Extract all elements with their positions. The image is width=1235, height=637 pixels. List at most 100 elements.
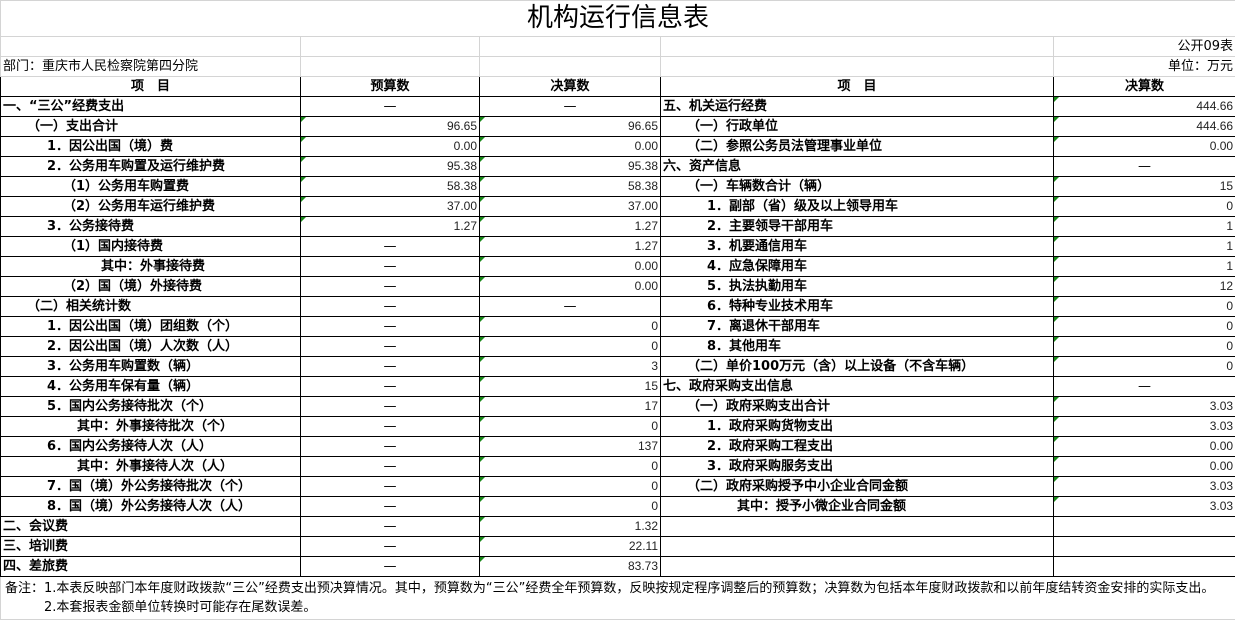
empty-cell[interactable] xyxy=(660,556,1054,577)
item-label[interactable]: 二、会议费 xyxy=(0,516,301,537)
final-value[interactable]: 3 xyxy=(479,356,661,377)
final-value[interactable]: 0 xyxy=(479,476,661,497)
empty-cell[interactable] xyxy=(1052,516,1235,537)
budget-value[interactable]: — xyxy=(300,336,480,357)
item-label[interactable]: 其中：外事接待批次（个） xyxy=(0,416,301,437)
final-value[interactable]: 96.65 xyxy=(479,116,661,137)
final-value-right[interactable]: 3.03 xyxy=(1052,416,1235,437)
item-label-right[interactable]: （二）单价100万元（含）以上设备（不含车辆） xyxy=(660,356,1054,377)
item-label-right[interactable]: 3．政府采购服务支出 xyxy=(660,456,1054,477)
item-label[interactable]: 1．因公出国（境）团组数（个） xyxy=(0,316,301,337)
empty-cell[interactable] xyxy=(1052,556,1235,577)
final-value-right[interactable]: 1 xyxy=(1052,216,1235,237)
final-value-right[interactable]: 12 xyxy=(1052,276,1235,297)
budget-value[interactable]: — xyxy=(300,496,480,517)
item-label[interactable]: （1）公务用车购置费 xyxy=(0,176,301,197)
final-value[interactable]: — xyxy=(479,296,661,317)
item-label[interactable]: 6．国内公务接待人次（人） xyxy=(0,436,301,457)
budget-value[interactable]: 95.38 xyxy=(300,156,480,177)
budget-value[interactable]: 1.27 xyxy=(300,216,480,237)
budget-value[interactable]: — xyxy=(300,296,480,317)
final-value-right[interactable]: 0 xyxy=(1052,196,1235,217)
item-label-right[interactable]: （一）行政单位 xyxy=(660,116,1054,137)
budget-value[interactable]: 0.00 xyxy=(300,136,480,157)
item-label[interactable]: 其中：外事接待人次（人） xyxy=(0,456,301,477)
final-value[interactable]: 0 xyxy=(479,316,661,337)
final-value-right[interactable]: 0 xyxy=(1052,296,1235,317)
item-label-right[interactable]: 1．政府采购货物支出 xyxy=(660,416,1054,437)
item-label[interactable]: 2．因公出国（境）人次数（人） xyxy=(0,336,301,357)
final-value[interactable]: 137 xyxy=(479,436,661,457)
final-value-right[interactable]: 0.00 xyxy=(1052,436,1235,457)
final-value-right[interactable]: 0 xyxy=(1052,336,1235,357)
budget-value[interactable]: — xyxy=(300,396,480,417)
final-value[interactable]: 83.73 xyxy=(479,556,661,577)
budget-value[interactable]: — xyxy=(300,276,480,297)
budget-value[interactable]: 96.65 xyxy=(300,116,480,137)
empty-cell[interactable] xyxy=(660,536,1054,557)
item-label-right[interactable]: 7．离退休干部用车 xyxy=(660,316,1054,337)
item-label[interactable]: 2．公务用车购置及运行维护费 xyxy=(0,156,301,177)
budget-value[interactable]: — xyxy=(300,96,480,117)
final-value[interactable]: — xyxy=(479,96,661,117)
item-label-right[interactable]: 其中：授予小微企业合同金额 xyxy=(660,496,1054,517)
item-label-right[interactable]: （一）政府采购支出合计 xyxy=(660,396,1054,417)
item-label[interactable]: 一、“三公”经费支出 xyxy=(0,96,301,117)
final-value[interactable]: 0 xyxy=(479,416,661,437)
item-label-right[interactable]: （二）参照公务员法管理事业单位 xyxy=(660,136,1054,157)
final-value-right[interactable]: 0 xyxy=(1052,316,1235,337)
final-value-right[interactable]: 15 xyxy=(1052,176,1235,197)
budget-value[interactable]: — xyxy=(300,256,480,277)
budget-value[interactable]: — xyxy=(300,356,480,377)
item-label[interactable]: 其中：外事接待费 xyxy=(0,256,301,277)
item-label-right[interactable]: 七、政府采购支出信息 xyxy=(660,376,1054,397)
item-label-right[interactable]: 2．政府采购工程支出 xyxy=(660,436,1054,457)
final-value-right[interactable]: 1 xyxy=(1052,236,1235,257)
final-value-right[interactable]: 3.03 xyxy=(1052,496,1235,517)
final-value[interactable]: 0 xyxy=(479,336,661,357)
item-label-right[interactable]: （一）车辆数合计（辆） xyxy=(660,176,1054,197)
budget-value[interactable]: 37.00 xyxy=(300,196,480,217)
empty-cell[interactable] xyxy=(660,516,1054,537)
item-label[interactable]: （2）公务用车运行维护费 xyxy=(0,196,301,217)
item-label-right[interactable]: （二）政府采购授予中小企业合同金额 xyxy=(660,476,1054,497)
item-label-right[interactable]: 5．执法执勤用车 xyxy=(660,276,1054,297)
item-label-right[interactable]: 4．应急保障用车 xyxy=(660,256,1054,277)
final-value-right[interactable]: 1 xyxy=(1052,256,1235,277)
item-label[interactable]: 8．国（境）外公务接待人次（人） xyxy=(0,496,301,517)
item-label[interactable]: （1）国内接待费 xyxy=(0,236,301,257)
item-label[interactable]: （一）支出合计 xyxy=(0,116,301,137)
item-label[interactable]: 5．国内公务接待批次（个） xyxy=(0,396,301,417)
item-label-right[interactable]: 6．特种专业技术用车 xyxy=(660,296,1054,317)
item-label-right[interactable]: 2．主要领导干部用车 xyxy=(660,216,1054,237)
budget-value[interactable]: — xyxy=(300,536,480,557)
final-value[interactable]: 0.00 xyxy=(479,276,661,297)
final-value[interactable]: 1.27 xyxy=(479,216,661,237)
item-label[interactable]: （二）相关统计数 xyxy=(0,296,301,317)
final-value-right[interactable]: 3.03 xyxy=(1052,476,1235,497)
item-label[interactable]: 1．因公出国（境）费 xyxy=(0,136,301,157)
item-label-right[interactable]: 3．机要通信用车 xyxy=(660,236,1054,257)
item-label[interactable]: 7．国（境）外公务接待批次（个） xyxy=(0,476,301,497)
final-value[interactable]: 0 xyxy=(479,496,661,517)
budget-value[interactable]: — xyxy=(300,316,480,337)
item-label[interactable]: （2）国（境）外接待费 xyxy=(0,276,301,297)
final-value-right[interactable]: 3.03 xyxy=(1052,396,1235,417)
item-label[interactable]: 3．公务接待费 xyxy=(0,216,301,237)
item-label[interactable]: 三、培训费 xyxy=(0,536,301,557)
final-value[interactable]: 1.27 xyxy=(479,236,661,257)
final-value-right[interactable]: — xyxy=(1052,376,1235,397)
item-label-right[interactable]: 五、机关运行经费 xyxy=(660,96,1054,117)
final-value-right[interactable]: 0 xyxy=(1052,356,1235,377)
final-value[interactable]: 0.00 xyxy=(479,256,661,277)
budget-value[interactable]: — xyxy=(300,516,480,537)
item-label-right[interactable]: 六、资产信息 xyxy=(660,156,1054,177)
final-value[interactable]: 0 xyxy=(479,456,661,477)
final-value-right[interactable]: 0.00 xyxy=(1052,456,1235,477)
final-value[interactable]: 58.38 xyxy=(479,176,661,197)
budget-value[interactable]: — xyxy=(300,556,480,577)
item-label[interactable]: 3．公务用车购置数（辆） xyxy=(0,356,301,377)
final-value[interactable]: 15 xyxy=(479,376,661,397)
budget-value[interactable]: — xyxy=(300,456,480,477)
final-value-right[interactable]: 0.00 xyxy=(1052,136,1235,157)
